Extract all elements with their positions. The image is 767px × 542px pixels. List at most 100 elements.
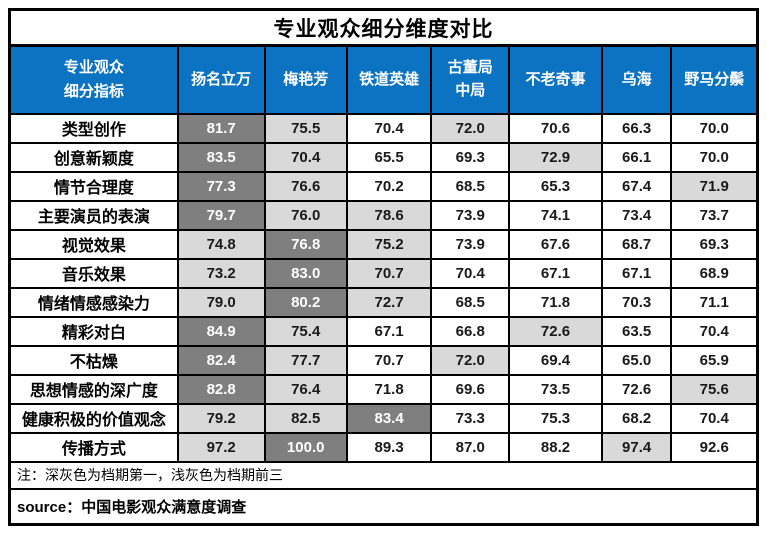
value-cell: 66.3 [600,112,673,144]
value-cell: 83.0 [263,257,348,289]
value-cell: 70.4 [670,402,759,434]
value-cell: 69.6 [430,373,511,405]
table-row: 创意新颖度 83.5 70.4 65.5 69.3 72.9 66.1 70.0 [8,141,759,173]
comparison-table: 专业观众细分维度对比 专业观众 细分指标 扬名立万 梅艳芳 铁道英雄 古董局中局… [8,8,759,526]
row-label: 视觉效果 [8,228,179,260]
value-cell: 75.6 [670,373,759,405]
value-cell: 76.8 [263,228,348,260]
value-cell: 79.7 [176,199,266,231]
value-cell: 75.2 [345,228,433,260]
value-cell: 84.9 [176,315,266,347]
value-cell: 72.7 [345,286,433,318]
value-cell: 72.0 [430,344,511,376]
value-cell: 100.0 [263,431,348,463]
value-cell: 70.2 [345,170,433,202]
value-cell: 73.3 [430,402,511,434]
value-cell: 76.0 [263,199,348,231]
value-cell: 67.1 [600,257,673,289]
row-label: 健康积极的价值观念 [8,402,179,434]
value-cell: 92.6 [670,431,759,463]
value-cell: 66.8 [430,315,511,347]
value-cell: 63.5 [600,315,673,347]
value-cell: 71.9 [670,170,759,202]
value-cell: 68.7 [600,228,673,260]
column-header-film-7: 野马分鬃 [670,44,759,115]
value-cell: 72.6 [508,315,603,347]
value-cell: 65.0 [600,344,673,376]
corner-header: 专业观众 细分指标 [8,44,179,115]
value-cell: 79.0 [176,286,266,318]
row-label: 不枯燥 [8,344,179,376]
source-note: source：中国电影观众满意度调查 [8,487,759,526]
column-header-film-1: 扬名立万 [176,44,266,115]
table-row: 主要演员的表演 79.7 76.0 78.6 73.9 74.1 73.4 73… [8,199,759,231]
value-cell: 70.7 [345,344,433,376]
value-cell: 76.6 [263,170,348,202]
table-row: 健康积极的价值观念 79.2 82.5 83.4 73.3 75.3 68.2 … [8,402,759,434]
value-cell: 67.1 [508,257,603,289]
value-cell: 71.1 [670,286,759,318]
value-cell: 73.5 [508,373,603,405]
value-cell: 72.0 [430,112,511,144]
corner-header-line2: 细分指标 [63,82,124,100]
value-cell: 70.4 [263,141,348,173]
value-cell: 65.3 [508,170,603,202]
value-cell: 79.2 [176,402,266,434]
value-cell: 70.4 [345,112,433,144]
row-label: 创意新颖度 [8,141,179,173]
header-row: 专业观众 细分指标 扬名立万 梅艳芳 铁道英雄 古董局中局 不老奇事 乌海 野马… [8,44,759,115]
column-header-film-6: 乌海 [600,44,673,115]
value-cell: 68.9 [670,257,759,289]
value-cell: 80.2 [263,286,348,318]
row-label: 音乐效果 [8,257,179,289]
value-cell: 82.8 [176,373,266,405]
value-cell: 69.4 [508,344,603,376]
value-cell: 70.3 [600,286,673,318]
row-label: 精彩对白 [8,315,179,347]
value-cell: 65.9 [670,344,759,376]
value-cell: 77.3 [176,170,266,202]
table-row: 视觉效果 74.8 76.8 75.2 73.9 67.6 68.7 69.3 [8,228,759,260]
value-cell: 70.4 [670,315,759,347]
value-cell: 73.7 [670,199,759,231]
row-label: 情节合理度 [8,170,179,202]
value-cell: 65.5 [345,141,433,173]
legend-note: 注：深灰色为档期第一，浅灰色为档期前三 [8,460,759,490]
value-cell: 73.4 [600,199,673,231]
row-label: 类型创作 [8,112,179,144]
column-header-film-2: 梅艳芳 [263,44,348,115]
value-cell: 89.3 [345,431,433,463]
column-header-film-5: 不老奇事 [508,44,603,115]
value-cell: 67.6 [508,228,603,260]
row-label: 主要演员的表演 [8,199,179,231]
value-cell: 70.4 [430,257,511,289]
value-cell: 72.6 [600,373,673,405]
table-row: 情节合理度 77.3 76.6 70.2 68.5 65.3 67.4 71.9 [8,170,759,202]
table-row: 音乐效果 73.2 83.0 70.7 70.4 67.1 67.1 68.9 [8,257,759,289]
column-header-film-3: 铁道英雄 [345,44,433,115]
title-row: 专业观众细分维度对比 [8,8,759,47]
column-header-film-4-label: 古董局中局 [447,59,493,99]
value-cell: 97.4 [600,431,673,463]
value-cell: 83.5 [176,141,266,173]
table-row: 不枯燥 82.4 77.7 70.7 72.0 69.4 65.0 65.9 [8,344,759,376]
column-header-film-4: 古董局中局 [430,44,511,115]
value-cell: 70.6 [508,112,603,144]
value-cell: 75.3 [508,402,603,434]
value-cell: 77.7 [263,344,348,376]
corner-header-line1: 专业观众 [63,58,124,76]
value-cell: 73.9 [430,199,511,231]
value-cell: 75.4 [263,315,348,347]
value-cell: 69.3 [430,141,511,173]
value-cell: 76.4 [263,373,348,405]
value-cell: 71.8 [508,286,603,318]
table-row: 类型创作 81.7 75.5 70.4 72.0 70.6 66.3 70.0 [8,112,759,144]
source-row: source：中国电影观众满意度调查 [8,487,759,526]
note-row: 注：深灰色为档期第一，浅灰色为档期前三 [8,460,759,490]
table-row: 情绪情感感染力 79.0 80.2 72.7 68.5 71.8 70.3 71… [8,286,759,318]
value-cell: 81.7 [176,112,266,144]
page-title: 专业观众细分维度对比 [8,8,759,47]
value-cell: 69.3 [670,228,759,260]
value-cell: 70.0 [670,112,759,144]
